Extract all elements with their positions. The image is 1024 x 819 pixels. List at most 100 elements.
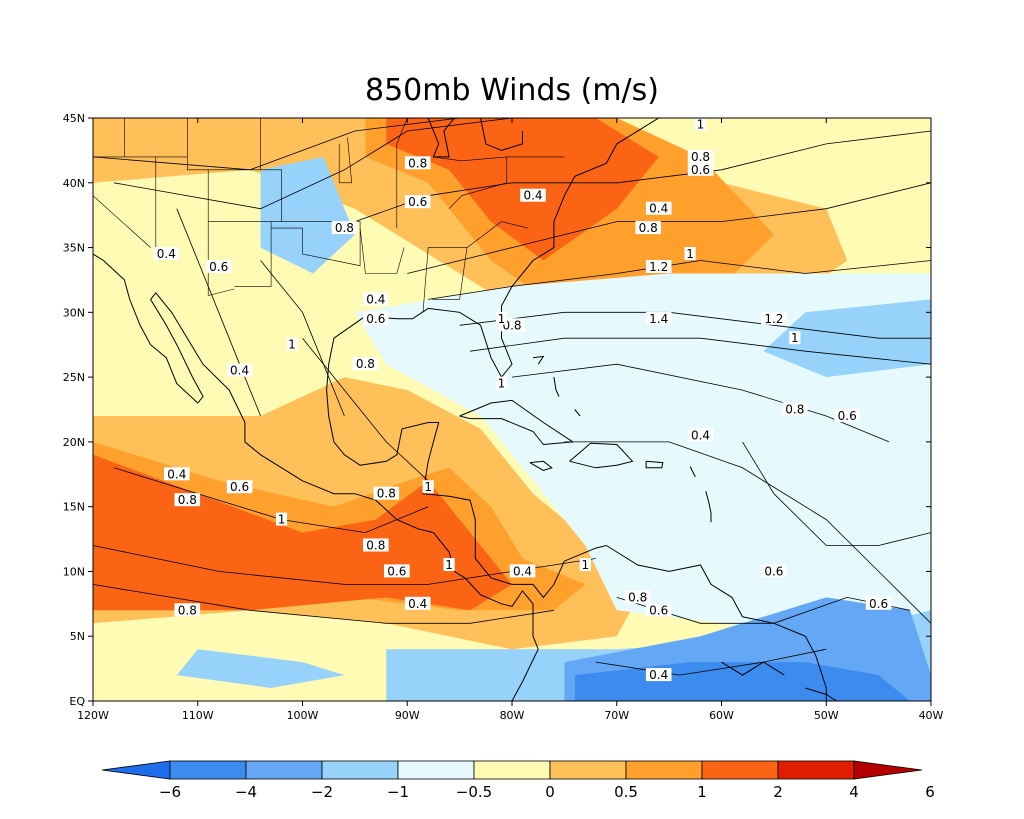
y-tick-label: 30N bbox=[63, 306, 85, 319]
contour-line bbox=[459, 311, 931, 339]
contour-label-bg bbox=[520, 188, 546, 202]
contour-label-bg bbox=[373, 486, 400, 500]
contour-line bbox=[595, 648, 827, 676]
contour-label-bg bbox=[404, 156, 431, 170]
contour-label-text: 0.4 bbox=[513, 564, 532, 578]
state-border bbox=[359, 228, 405, 274]
state-border bbox=[207, 221, 235, 296]
contour-label-text: 0.6 bbox=[230, 480, 249, 494]
contour-label-text: 1 bbox=[791, 331, 799, 345]
y-tick-label: 40N bbox=[63, 177, 85, 190]
contour-label-bg bbox=[331, 221, 358, 235]
map-title: 850mb Winds (m/s) bbox=[365, 73, 659, 108]
colorbar-label: 4 bbox=[849, 783, 859, 801]
contour-label: 0.4 bbox=[509, 564, 536, 578]
colorbar-box bbox=[321, 760, 399, 780]
coastline bbox=[532, 355, 545, 365]
contour-label-text: 0.8 bbox=[335, 221, 354, 235]
colorbar: −6 −4 −2 −1 −0.5 0 0.5 1 2 4 6 bbox=[101, 760, 935, 801]
contour-label-bg bbox=[645, 201, 672, 215]
coastline bbox=[553, 377, 560, 397]
contour-label: 0.6 bbox=[761, 564, 787, 578]
colorbar-label: −0.5 bbox=[456, 783, 492, 801]
colorbar-box bbox=[549, 760, 627, 780]
contour-label-text: 0.8 bbox=[408, 156, 427, 170]
contour-line bbox=[176, 208, 261, 417]
contour-label-bg bbox=[834, 409, 860, 422]
contour-label-text: 0.6 bbox=[838, 409, 857, 423]
contour-label-bg bbox=[645, 260, 672, 273]
contour-label-bg bbox=[443, 558, 455, 571]
contour-label-bg bbox=[422, 480, 434, 494]
coastline bbox=[574, 409, 581, 417]
y-tick-label: 25N bbox=[63, 371, 85, 384]
contour-label: 0.8 bbox=[782, 402, 808, 417]
contour-line bbox=[93, 584, 554, 624]
contour-line bbox=[564, 441, 931, 624]
shading-region-n1 bbox=[260, 156, 355, 274]
coastline bbox=[569, 442, 634, 469]
contour-label-bg bbox=[384, 564, 410, 578]
state-border bbox=[234, 221, 272, 287]
contour-label-bg bbox=[782, 402, 808, 416]
contour-label: 0.6 bbox=[834, 409, 860, 423]
contour-label-text: 1 bbox=[581, 558, 589, 572]
colorbar-box bbox=[245, 760, 323, 780]
contour-label-text: 0.8 bbox=[639, 221, 658, 235]
contour-label: 1 bbox=[443, 558, 455, 572]
contour-label-bg bbox=[205, 260, 232, 273]
coastline bbox=[123, 279, 539, 701]
state-border bbox=[93, 195, 151, 248]
coastline bbox=[645, 460, 664, 469]
contour-label-text: 0.6 bbox=[408, 195, 427, 209]
contour-label: 0.8 bbox=[174, 603, 201, 617]
contour-label-bg bbox=[352, 357, 379, 371]
contour-label: 0.4 bbox=[153, 247, 180, 261]
contour-label-bg bbox=[286, 337, 298, 351]
coastline bbox=[721, 661, 785, 676]
contour-label: 0.6 bbox=[226, 480, 253, 494]
contour-label-bg bbox=[153, 247, 180, 260]
contour-label-bg bbox=[174, 603, 201, 617]
colorbar-box bbox=[473, 760, 551, 780]
contour-label-text: 0.4 bbox=[691, 428, 710, 442]
contour-label: 0.8 bbox=[352, 357, 379, 371]
contour-label-text: 1.2 bbox=[649, 260, 668, 274]
y-tick-label: 5N bbox=[70, 630, 85, 643]
contour-label-text: 0.8 bbox=[785, 403, 804, 417]
contour-label-bg bbox=[509, 564, 536, 578]
coastline bbox=[705, 490, 712, 523]
contour-label-text: 1 bbox=[686, 247, 694, 261]
contour-label: 0.6 bbox=[865, 596, 892, 611]
contour-label-text: 1 bbox=[424, 480, 432, 494]
contour-label: 0.8 bbox=[687, 149, 714, 164]
contour-label-bg bbox=[761, 564, 787, 578]
contour-label-bg bbox=[226, 363, 253, 377]
x-tick-label: 110W bbox=[182, 709, 214, 722]
x-tick-label: 40W bbox=[919, 709, 944, 722]
state-border bbox=[466, 221, 528, 248]
contour-label: 1 bbox=[579, 558, 591, 572]
contour-label-bg bbox=[164, 467, 190, 481]
shading-region-n1 bbox=[176, 649, 345, 688]
coastline bbox=[459, 399, 575, 446]
contour-label-text: 0.8 bbox=[628, 590, 647, 604]
contour-label-bg bbox=[865, 596, 892, 610]
state-border bbox=[448, 182, 507, 209]
contour-label-text: 1.4 bbox=[649, 312, 668, 326]
contour-label-text: 1 bbox=[697, 118, 705, 132]
y-axis-ticks: 45N 40N 35N 30N 25N 20N 15N 10N 5N EQ bbox=[63, 112, 931, 708]
contour-label-bg bbox=[687, 428, 714, 442]
colorbar-label: 1 bbox=[697, 783, 707, 801]
state-border bbox=[396, 118, 408, 229]
contour-label: 1 bbox=[694, 117, 707, 132]
contour-label: 0.4 bbox=[645, 668, 672, 682]
contour-label: 1 bbox=[495, 311, 508, 326]
y-tick-label: 45N bbox=[63, 112, 85, 125]
contour-line bbox=[742, 441, 931, 546]
y-tick-label: EQ bbox=[69, 695, 85, 708]
contour-label: 0.8 bbox=[363, 538, 389, 553]
contour-label-bg bbox=[635, 221, 661, 235]
contour-line bbox=[470, 337, 931, 365]
contour-labels: 0.80.6 0.410.80.60.40.811.21.4 1.210.810.4… bbox=[153, 117, 892, 682]
